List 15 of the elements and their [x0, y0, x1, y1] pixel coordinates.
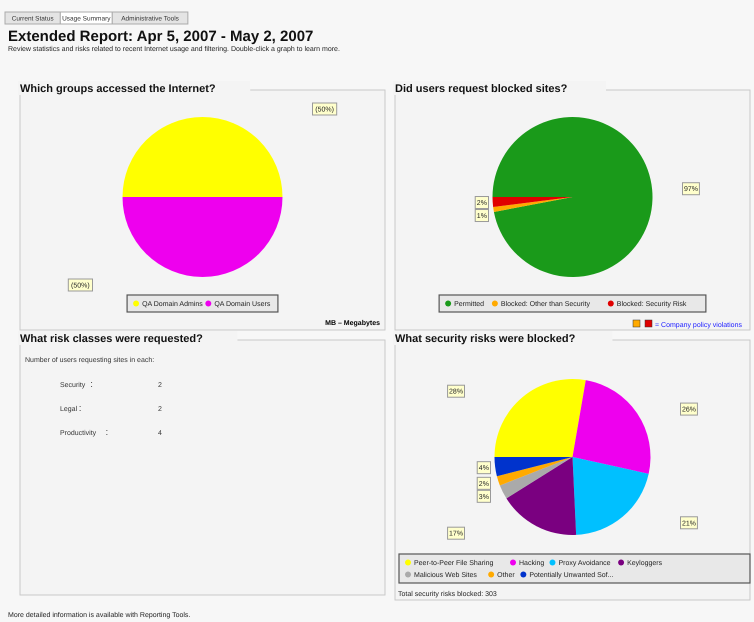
pie-slice [492, 117, 652, 277]
pie-slice [506, 457, 576, 535]
pie-slice [496, 457, 572, 486]
chart-title: What security risks were blocked? [395, 333, 576, 345]
text: What risk classes were requested? [20, 333, 204, 345]
pie-slice [492, 197, 572, 208]
pie-slice [572, 457, 649, 535]
text: Extended Report: Apr 5, 2007 - May 2, 2007 [8, 28, 314, 45]
pie-slice [500, 457, 572, 498]
pie-slice [494, 379, 586, 457]
pie-slice [493, 197, 572, 212]
chart-title: Which groups accessed the Internet? [20, 83, 216, 95]
pie-slice [572, 380, 650, 474]
chart-title: Did users request blocked sites? [395, 83, 568, 95]
pie-slice [494, 457, 572, 476]
